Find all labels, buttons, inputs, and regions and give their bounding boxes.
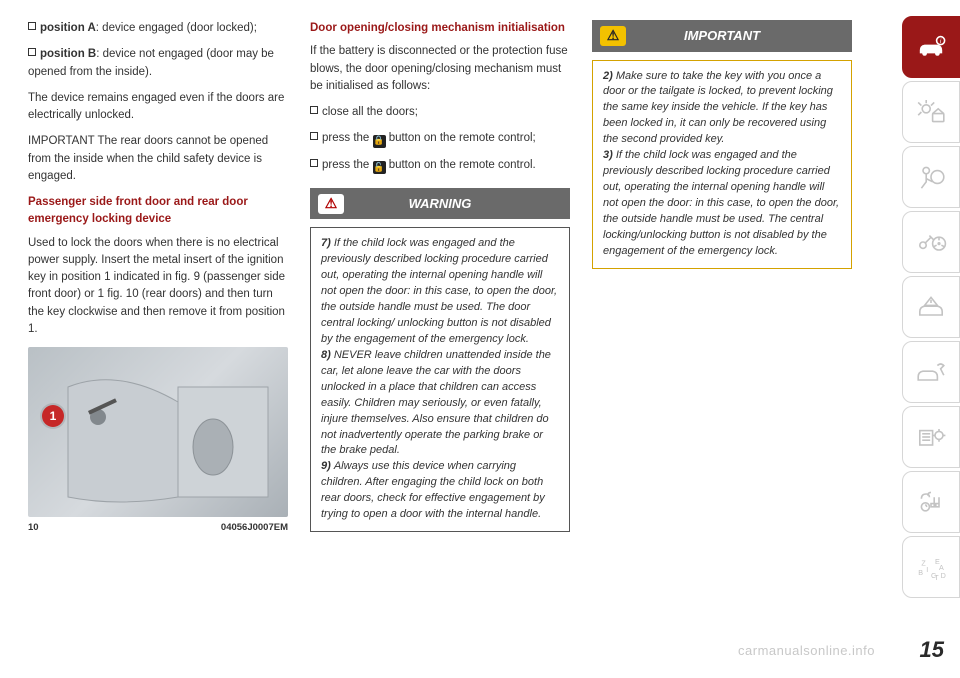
warning-8-text: NEVER leave children unattended inside t… [321,349,551,457]
bullet-icon [310,132,318,140]
figure-illustration [28,347,288,517]
important-box: 2) Make sure to take the key with you on… [592,60,852,269]
page-content: position A: device engaged (door locked)… [0,0,960,555]
warning-badge-icon: ⚠ [318,194,344,214]
init-step-3a: press the [322,159,373,171]
tab-maintenance[interactable] [902,406,960,468]
pos-a-line: position A: device engaged (door locked)… [28,20,288,37]
tab-vehicle-info[interactable]: i [902,16,960,78]
init-step-2a: press the [322,132,373,144]
important-2-num: 2) [603,70,616,82]
alphabet-index-icon: Z E B A I C D T [915,553,947,581]
bullet-icon [310,106,318,114]
svg-text:D: D [941,571,946,580]
init-step-1-text: close all the doors; [322,106,418,118]
airbag-icon [915,163,947,191]
warning-box: 7) If the child lock was engaged and the… [310,227,570,532]
lights-icon [915,98,947,126]
warning-9-num: 9) [321,460,334,472]
watermark-text: carmanualsonline.info [738,641,875,661]
svg-text:I: I [926,565,928,574]
svg-text:T: T [934,573,939,581]
tab-multimedia[interactable] [902,471,960,533]
figure-code: 04056J0007EM [221,521,288,535]
pos-a-label: position A [40,22,96,34]
figure-door-lock: 1 [28,347,288,517]
important-badge-icon: ⚠ [600,26,626,46]
warning-7-text: If the child lock was engaged and the pr… [321,237,557,345]
lock-icon: 🔒 [373,135,386,148]
section-tabs-sidebar: i Z E B A I C D T [902,16,960,598]
important-2-text: Make sure to take the key with you once … [603,70,833,146]
init-heading: Door opening/closing mechanism initialis… [310,20,570,37]
svg-text:B: B [918,568,923,577]
car-info-icon: i [915,33,947,61]
para-important: IMPORTANT The rear doors cannot be opene… [28,133,288,185]
multimedia-icon [915,488,947,516]
init-step-3: press the 🔓 button on the remote control… [310,157,570,174]
key-wheel-icon [915,228,947,256]
warning-8-num: 8) [321,349,334,361]
bullet-icon [28,48,36,56]
tab-warning-lights[interactable] [902,276,960,338]
column-2: Door opening/closing mechanism initialis… [310,20,570,535]
service-schedule-icon [915,423,947,451]
init-step-2b: button on the remote control; [386,132,536,144]
pos-b-label: position B [40,48,96,60]
init-intro: If the battery is disconnected or the pr… [310,43,570,95]
bullet-icon [310,159,318,167]
tab-emergency[interactable] [902,341,960,403]
para-engaged: The device remains engaged even if the d… [28,90,288,125]
bullet-icon [28,22,36,30]
important-3-text: If the child lock was engaged and the pr… [603,149,839,257]
column-3: ⚠ IMPORTANT 2) Make sure to take the key… [592,20,852,535]
important-header: ⚠ IMPORTANT [592,20,852,52]
para-lock-procedure: Used to lock the doors when there is no … [28,235,288,339]
tab-lights[interactable] [902,81,960,143]
page-number: 15 [920,633,944,666]
init-step-3b: button on the remote control. [386,159,536,171]
warning-9-text: Always use this device when carrying chi… [321,460,545,520]
column-1: position A: device engaged (door locked)… [28,20,288,535]
unlock-icon: 🔓 [373,161,386,174]
tab-safety[interactable] [902,146,960,208]
warning-7-num: 7) [321,237,334,249]
tab-index[interactable]: Z E B A I C D T [902,536,960,598]
emergency-lock-heading: Passenger side front door and rear door … [28,194,288,229]
init-step-1: close all the doors; [310,104,570,121]
figure-number: 10 [28,521,39,535]
pos-a-text: : device engaged (door locked); [96,22,257,34]
warning-title: WARNING [409,196,472,211]
car-wrench-icon [915,358,947,386]
important-3-num: 3) [603,149,616,161]
pos-b-line: position B: device not engaged (door may… [28,46,288,81]
important-title: IMPORTANT [684,28,760,43]
car-warning-icon [915,293,947,321]
warning-header: ⚠ WARNING [310,188,570,220]
figure-caption: 10 04056J0007EM [28,521,288,535]
init-step-2: press the 🔒 button on the remote control… [310,130,570,147]
tab-starting-driving[interactable] [902,211,960,273]
